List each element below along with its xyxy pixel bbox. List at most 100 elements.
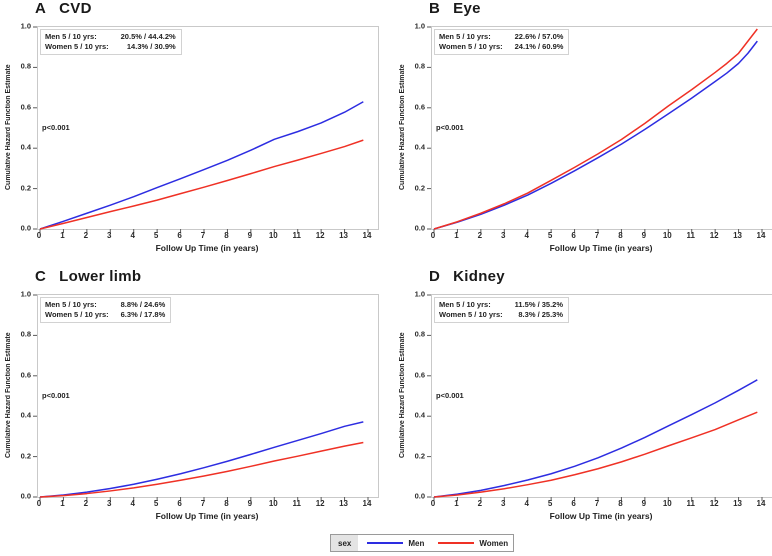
panel-title-kidney: D Kidney — [429, 268, 505, 285]
x-tick-label: 2 — [83, 499, 89, 508]
inset-stats-box: Men 5 / 10 yrs: 11.5% / 35.2% Women 5 / 10… — [434, 297, 570, 323]
x-tick-label: 0 — [430, 231, 436, 240]
x-tick-label: 2 — [477, 499, 483, 508]
x-tick-label: 10 — [662, 231, 672, 240]
inset-row-value: 22.6% / 57.0% — [514, 32, 564, 41]
inset-row-value: 6.3% / 17.8% — [120, 309, 166, 319]
x-tick-label: 6 — [177, 231, 182, 240]
x-tick-label: 14 — [362, 231, 372, 240]
x-axis-tick-labels: 0 1 2 3 4 5 6 7 8 9 10 11 12 13 14 — [431, 231, 771, 241]
x-tick-label: 12 — [709, 499, 719, 508]
inset-stats-box: Men 5 / 10 yrs: 20.5% / 44.4.2% Women 5 / … — [40, 29, 182, 55]
y-tick-label: 0.8 — [20, 329, 31, 339]
series-line-women — [39, 441, 364, 498]
p-value-label: p<0.001 — [436, 391, 464, 400]
x-tick-label: 4 — [524, 499, 529, 508]
plot-area: Men 5 / 10 yrs: 20.5% / 44.4.2% Women 5 / … — [33, 26, 379, 233]
y-axis-tick-labels: 1.0 0.8 0.6 0.4 0.2 0.0 — [406, 22, 427, 233]
x-tick-label: 10 — [268, 499, 278, 508]
x-tick-label: 6 — [177, 499, 182, 508]
y-tick-label: 0.2 — [414, 183, 425, 193]
y-axis-tick-labels: 1.0 0.8 0.6 0.4 0.2 0.0 — [406, 290, 427, 501]
inset-row-label: Men 5 / 10 yrs: — [45, 300, 97, 309]
y-tick-label: 0.8 — [414, 61, 425, 71]
inset-row-value: 20.5% / 44.4.2% — [120, 32, 176, 41]
panel-lower-limb: C Lower limb Cumulative Hazard Function E… — [0, 268, 386, 532]
inset-row-label: Women 5 / 10 yrs: — [439, 41, 503, 51]
panel-name: CVD — [59, 0, 92, 17]
panel-kidney: D Kidney Cumulative Hazard Function Estim… — [394, 268, 772, 532]
x-tick-label: 5 — [547, 231, 553, 240]
x-axis-title: Follow Up Time (in years) — [549, 511, 653, 521]
x-tick-label: 14 — [362, 499, 372, 508]
y-tick-label: 0.2 — [20, 183, 31, 193]
x-tick-label: 7 — [200, 499, 206, 508]
x-tick-label: 0 — [430, 499, 436, 508]
x-tick-label: 6 — [571, 499, 576, 508]
series-line-men — [433, 379, 758, 498]
x-axis-tick-labels: 0 1 2 3 4 5 6 7 8 9 10 11 12 13 14 — [431, 499, 771, 509]
legend: sex Men Women — [330, 534, 515, 552]
x-tick-label: 12 — [709, 231, 719, 240]
x-tick-label: 1 — [60, 499, 65, 508]
legend-item-men: Men — [358, 539, 429, 548]
y-tick-label: 0.4 — [414, 142, 425, 152]
plot-area: Men 5 / 10 yrs: 11.5% / 35.2% Women 5 / 10… — [427, 294, 772, 501]
x-tick-label: 11 — [686, 231, 695, 240]
x-tick-label: 7 — [200, 231, 206, 240]
x-tick-label: 7 — [594, 499, 600, 508]
panel-letter: C — [35, 268, 47, 285]
plot-svg — [33, 294, 369, 501]
x-tick-label: 2 — [477, 231, 483, 240]
y-tick-label: 0.0 — [20, 491, 31, 501]
y-tick-label: 0.4 — [414, 410, 425, 420]
series-line-women — [39, 139, 364, 230]
x-tick-label: 9 — [641, 499, 647, 508]
p-value-label: p<0.001 — [436, 123, 464, 132]
panel-name: Lower limb — [59, 268, 142, 285]
legend-label-women: Women — [479, 538, 509, 548]
inset-stats-box: Men 5 / 10 yrs: 8.8% / 24.6% Women 5 / 10 … — [40, 297, 172, 323]
series-line-men — [39, 421, 364, 498]
plot-area: Men 5 / 10 yrs: 22.6% / 57.0% Women 5 / 10… — [427, 26, 772, 233]
panel-eye: B Eye Cumulative Hazard Function Estimate… — [394, 0, 772, 264]
inset-row-label: Men 5 / 10 yrs: — [439, 32, 491, 41]
x-tick-label: 8 — [618, 231, 623, 240]
y-tick-label: 0.6 — [20, 102, 31, 112]
x-tick-label: 4 — [524, 231, 529, 240]
women-line-sample-icon — [438, 542, 475, 544]
inset-row-label: Women 5 / 10 yrs: — [439, 309, 503, 319]
x-tick-label: 9 — [641, 231, 647, 240]
y-tick-label: 0.6 — [414, 370, 425, 380]
x-tick-label: 9 — [247, 499, 253, 508]
x-axis-tick-labels: 0 1 2 3 4 5 6 7 8 9 10 11 12 13 14 — [37, 499, 377, 509]
y-tick-label: 0.0 — [20, 223, 31, 233]
panel-name: Kidney — [453, 268, 505, 285]
x-tick-label: 5 — [153, 231, 159, 240]
panel-letter: B — [429, 0, 441, 17]
men-line-sample-icon — [367, 542, 404, 544]
y-tick-label: 0.4 — [20, 142, 31, 152]
x-tick-label: 2 — [83, 231, 89, 240]
y-tick-label: 0.2 — [414, 451, 425, 461]
y-tick-label: 1.0 — [414, 21, 425, 31]
y-tick-label: 1.0 — [20, 21, 31, 31]
series-line-women — [433, 28, 758, 230]
x-tick-label: 3 — [107, 499, 112, 508]
x-axis-tick-labels: 0 1 2 3 4 5 6 7 8 9 10 11 12 13 14 — [37, 231, 377, 241]
x-tick-label: 12 — [315, 499, 325, 508]
x-tick-label: 7 — [594, 231, 600, 240]
x-tick-label: 1 — [454, 499, 459, 508]
y-tick-label: 0.8 — [20, 61, 31, 71]
plot-svg — [33, 26, 369, 233]
x-axis-title: Follow Up Time (in years) — [549, 243, 653, 253]
inset-row-value: 8.8% / 24.6% — [120, 300, 166, 309]
x-tick-label: 11 — [292, 231, 301, 240]
x-tick-label: 6 — [571, 231, 576, 240]
series-line-men — [433, 40, 758, 230]
x-tick-label: 8 — [224, 499, 229, 508]
inset-row-value: 14.3% / 30.9% — [126, 41, 176, 51]
x-tick-label: 13 — [733, 499, 743, 508]
x-tick-label: 0 — [36, 231, 42, 240]
panel-title-lower-limb: C Lower limb — [35, 268, 141, 285]
